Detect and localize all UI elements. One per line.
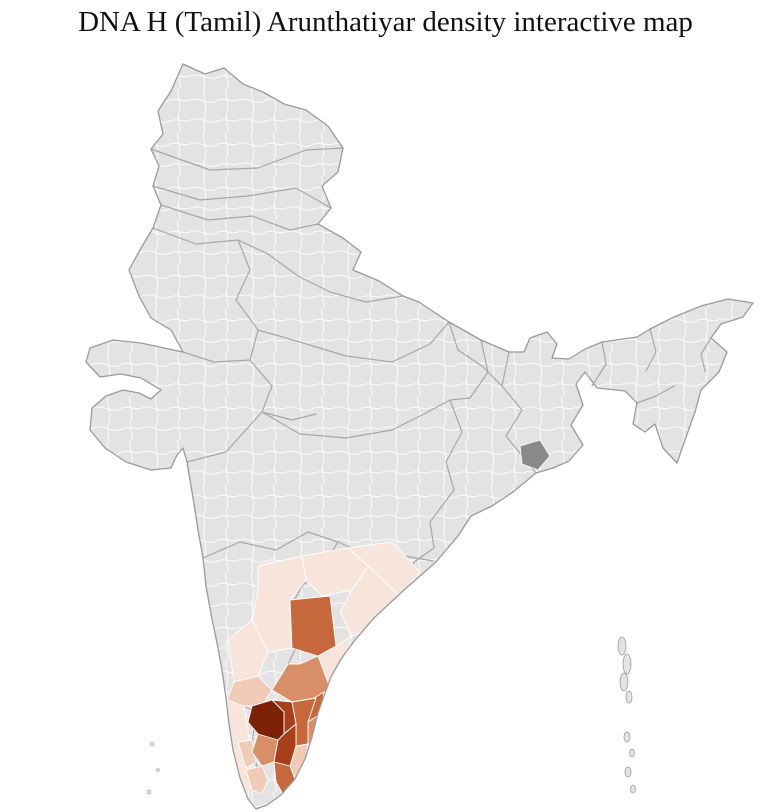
island[interactable] <box>617 636 627 656</box>
island[interactable] <box>149 741 155 747</box>
island[interactable] <box>623 731 631 743</box>
district-shape-gray[interactable] <box>519 439 551 471</box>
district-shape[interactable] <box>247 699 285 741</box>
island[interactable] <box>625 690 633 704</box>
district-shape[interactable] <box>237 739 257 769</box>
island[interactable] <box>146 789 152 795</box>
density-districts <box>226 439 551 798</box>
island[interactable] <box>630 784 636 794</box>
andaman-nicobar-islands[interactable] <box>617 636 636 794</box>
island[interactable] <box>619 672 629 692</box>
island[interactable] <box>629 748 635 758</box>
district-shape[interactable] <box>245 765 269 795</box>
lakshadweep-islands[interactable] <box>146 741 160 795</box>
island[interactable] <box>622 653 632 675</box>
page-title: DNA H (Tamil) Arunthatiyar density inter… <box>78 6 693 38</box>
district-shape[interactable] <box>289 595 337 657</box>
island[interactable] <box>156 768 160 772</box>
district-shape[interactable] <box>227 619 269 683</box>
island[interactable] <box>624 766 632 778</box>
district-borders-layer <box>86 64 753 809</box>
